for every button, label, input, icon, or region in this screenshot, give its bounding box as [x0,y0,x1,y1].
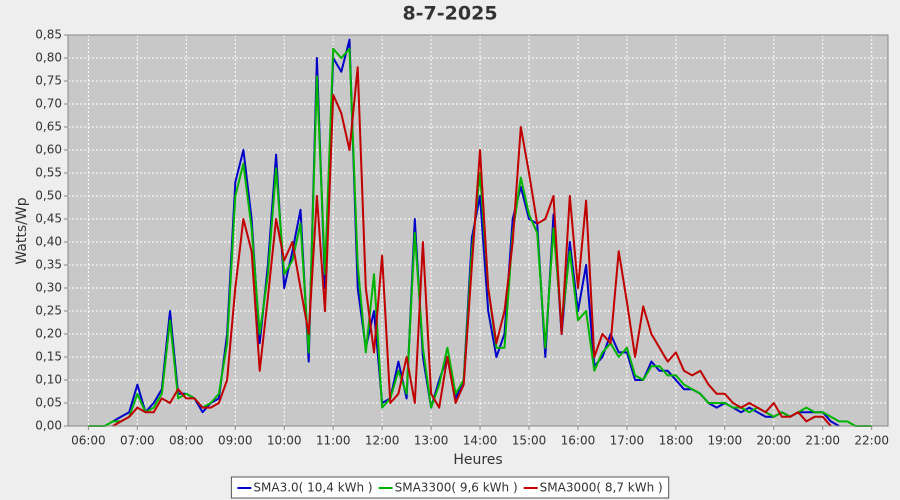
x-tick-label: 06:00 [71,434,106,448]
x-tick-label: 21:00 [805,434,840,448]
y-tick-label: 0,20 [35,327,62,341]
x-tick-label: 17:00 [610,434,645,448]
y-tick-label: 0,25 [35,304,62,318]
plot-area [68,35,888,426]
x-tick-label: 14:00 [463,434,498,448]
x-tick-label: 22:00 [854,434,889,448]
x-tick-label: 13:00 [414,434,449,448]
legend-label: SMA3300( 9,6 kWh ) [395,481,518,495]
x-tick-label: 10:00 [267,434,302,448]
y-axis-label: Watts/Wp [14,197,30,264]
y-tick-label: 0,65 [35,120,62,134]
x-tick-label: 19:00 [708,434,743,448]
y-tick-label: 0,15 [35,350,62,364]
y-tick-label: 0,40 [35,235,62,249]
y-tick-label: 0,05 [35,396,62,410]
x-tick-label: 09:00 [218,434,253,448]
y-tick-label: 0,45 [35,212,62,226]
series-line [112,66,832,427]
y-tick-label: 0,10 [35,373,62,387]
y-tick-label: 0,75 [35,74,62,88]
plot-border [67,34,889,427]
legend-label: SMA3.0( 10,4 kWh ) [253,481,372,495]
y-tick-label: 0,30 [35,281,62,295]
x-tick-label: 11:00 [316,434,351,448]
x-tick-label: 20:00 [756,434,791,448]
x-tick-label: 08:00 [169,434,204,448]
legend-box [230,476,670,499]
x-tick-label: 07:00 [120,434,155,448]
x-tick-label: 12:00 [365,434,400,448]
y-tick-label: 0,80 [35,51,62,65]
y-tick-label: 0,60 [35,143,62,157]
y-tick-label: 0,85 [35,28,62,42]
chart-title: 8-7-2025 [402,3,497,25]
y-tick-label: 0,00 [35,419,62,433]
y-tick-label: 0,70 [35,97,62,111]
y-tick-label: 0,55 [35,166,62,180]
y-tick-label: 0,50 [35,189,62,203]
x-tick-label: 15:00 [512,434,547,448]
x-tick-label: 18:00 [659,434,694,448]
y-tick-label: 0,35 [35,258,62,272]
x-tick-label: 16:00 [561,434,596,448]
x-axis-label: Heures [453,452,502,468]
legend-label: SMA3000( 8,7 kWh ) [540,481,663,495]
